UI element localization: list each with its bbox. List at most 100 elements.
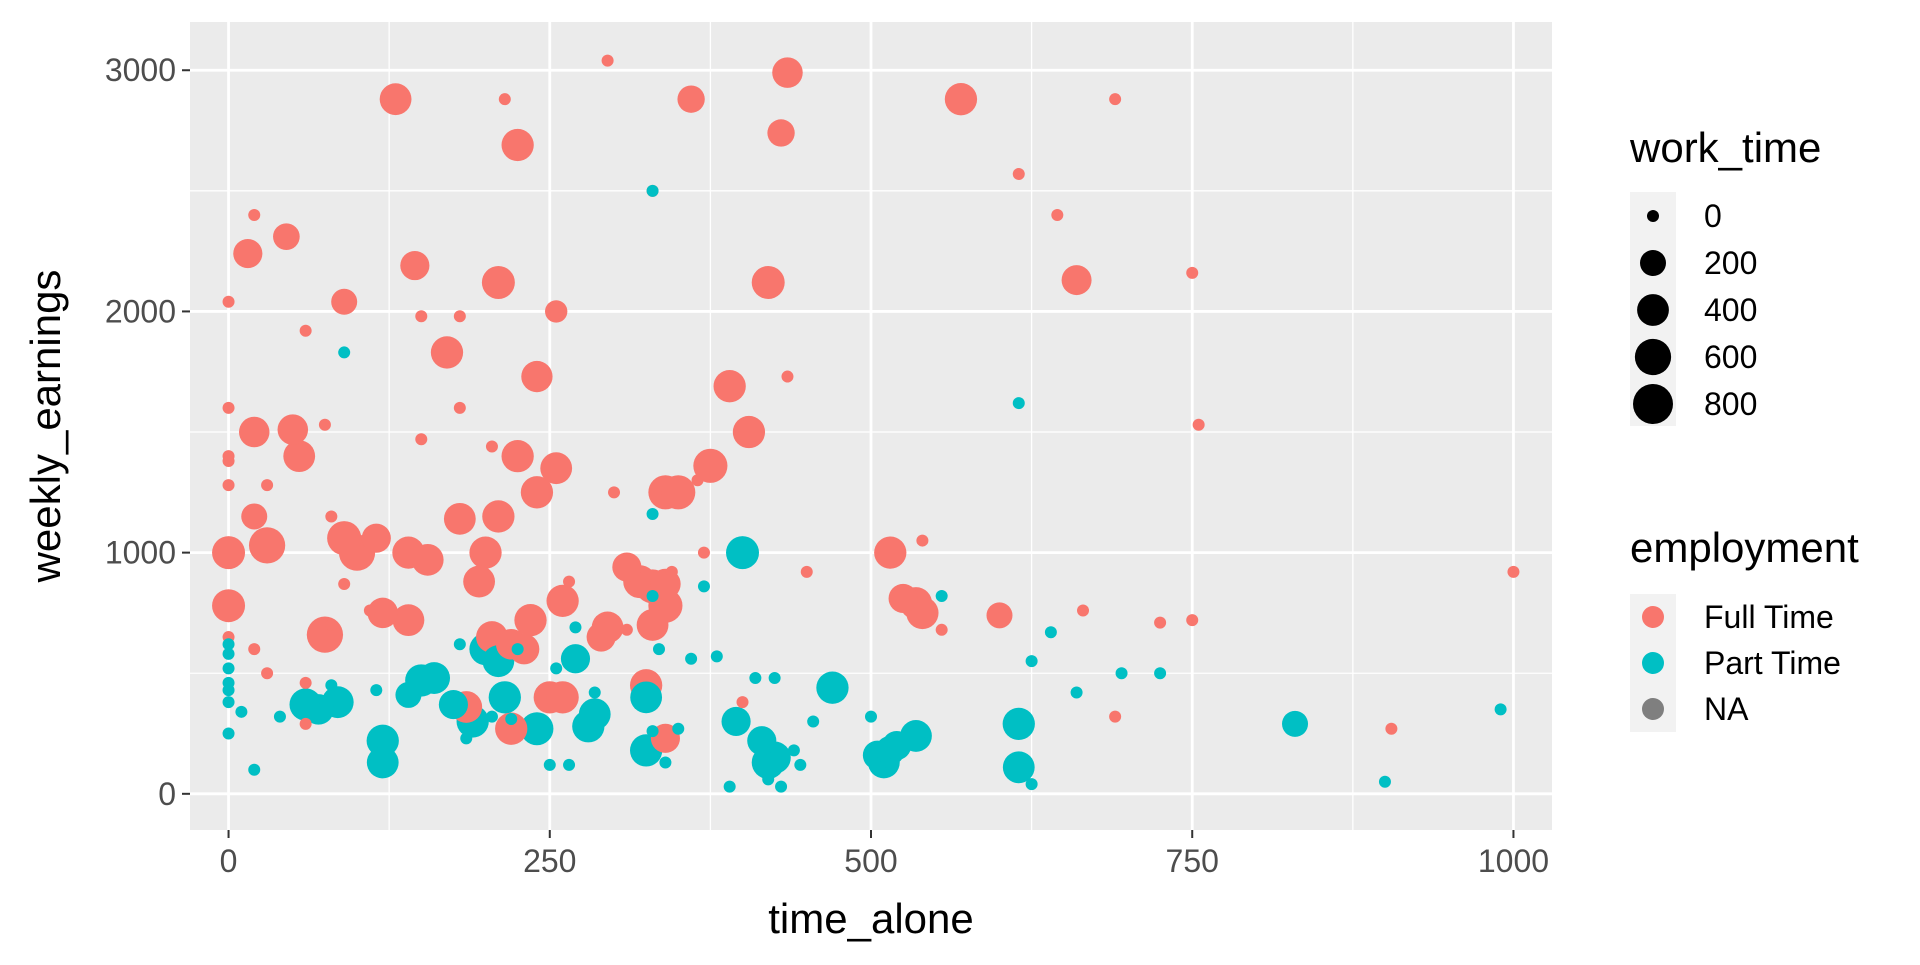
data-point [767, 119, 795, 147]
y-tick-label: 0 [158, 776, 176, 812]
data-point [222, 479, 235, 492]
data-point [685, 652, 698, 665]
data-point [691, 474, 704, 487]
grid [190, 22, 1552, 830]
data-point [488, 681, 521, 714]
data-point [379, 83, 412, 116]
color-legend: employment Full Time Part Time NA [1630, 524, 1859, 732]
y-tick-label: 1000 [105, 535, 176, 571]
size-legend-title: work_time [1629, 124, 1821, 171]
data-point [882, 731, 912, 761]
data-point [612, 552, 642, 582]
data-point [697, 546, 710, 559]
data-point [550, 662, 563, 675]
data-point [588, 686, 601, 699]
data-point [463, 565, 496, 598]
data-point [395, 681, 422, 708]
data-point [327, 521, 362, 556]
data-point [453, 638, 466, 651]
data-point [888, 583, 918, 614]
data-point [762, 773, 775, 786]
data-point [800, 565, 813, 578]
data-point [306, 616, 344, 653]
data-point [485, 440, 498, 453]
data-point [238, 416, 270, 448]
data-point [469, 536, 502, 569]
data-point [511, 643, 524, 656]
data-point [1077, 604, 1090, 617]
data-point [222, 295, 235, 308]
data-point [1002, 707, 1035, 741]
data-point [775, 780, 788, 793]
data-point [646, 508, 659, 521]
data-point [874, 536, 907, 569]
data-point [1012, 167, 1025, 180]
data-point [505, 713, 518, 726]
data-point [1109, 710, 1122, 723]
data-point [1115, 667, 1128, 680]
data-point [916, 737, 929, 750]
data-point [415, 310, 428, 323]
data-point [697, 580, 710, 593]
data-point [601, 54, 614, 67]
data-point [713, 370, 746, 403]
data-point [1012, 397, 1025, 410]
y-axis-title: weekly_earnings [22, 270, 69, 584]
data-point [661, 475, 696, 510]
data-point [521, 360, 553, 393]
data-point [495, 712, 528, 745]
data-point [944, 83, 978, 116]
data-point [430, 336, 464, 369]
data-point [453, 310, 466, 323]
color-legend-label: NA [1704, 691, 1749, 727]
data-point [1282, 710, 1309, 737]
data-point [747, 726, 777, 756]
data-point [222, 638, 235, 651]
data-point [508, 633, 540, 665]
data-point [726, 536, 760, 570]
x-tick-label: 1000 [1478, 843, 1549, 879]
data-point [482, 500, 515, 533]
data-point [540, 452, 573, 485]
data-point [672, 722, 685, 735]
size-legend-label: 200 [1704, 245, 1757, 281]
data-point [400, 251, 430, 281]
data-point [1025, 655, 1038, 668]
data-point [241, 503, 268, 530]
data-point [222, 401, 235, 414]
data-point [751, 265, 785, 299]
color-legend-key [1642, 698, 1664, 720]
data-point [935, 623, 948, 636]
data-point [453, 401, 466, 414]
data-point [248, 643, 261, 656]
data-point [222, 727, 235, 740]
x-tick-label: 500 [844, 843, 897, 879]
data-point [935, 590, 948, 603]
data-point [1192, 418, 1205, 431]
data-point [807, 715, 820, 728]
data-point [338, 577, 351, 590]
data-point [318, 418, 331, 431]
color-legend-title: employment [1630, 524, 1859, 571]
data-point [222, 662, 235, 675]
data-point [338, 346, 351, 359]
data-point [411, 543, 444, 576]
data-point [363, 604, 376, 617]
data-point [1385, 722, 1398, 735]
size-legend-key [1640, 250, 1666, 276]
data-point [498, 93, 511, 106]
data-point [693, 448, 728, 483]
data-point [721, 706, 751, 737]
data-point [248, 763, 261, 776]
data-point [1025, 778, 1038, 791]
data-point [560, 644, 591, 674]
data-point [749, 672, 762, 685]
data-point [222, 696, 235, 709]
data-point [1186, 266, 1199, 279]
size-legend: work_time 0 200 400 600 800 [1629, 124, 1821, 426]
data-point [1186, 614, 1199, 627]
data-point [212, 589, 246, 623]
data-point [546, 681, 579, 714]
data-point [1061, 265, 1092, 296]
data-point [646, 590, 659, 603]
